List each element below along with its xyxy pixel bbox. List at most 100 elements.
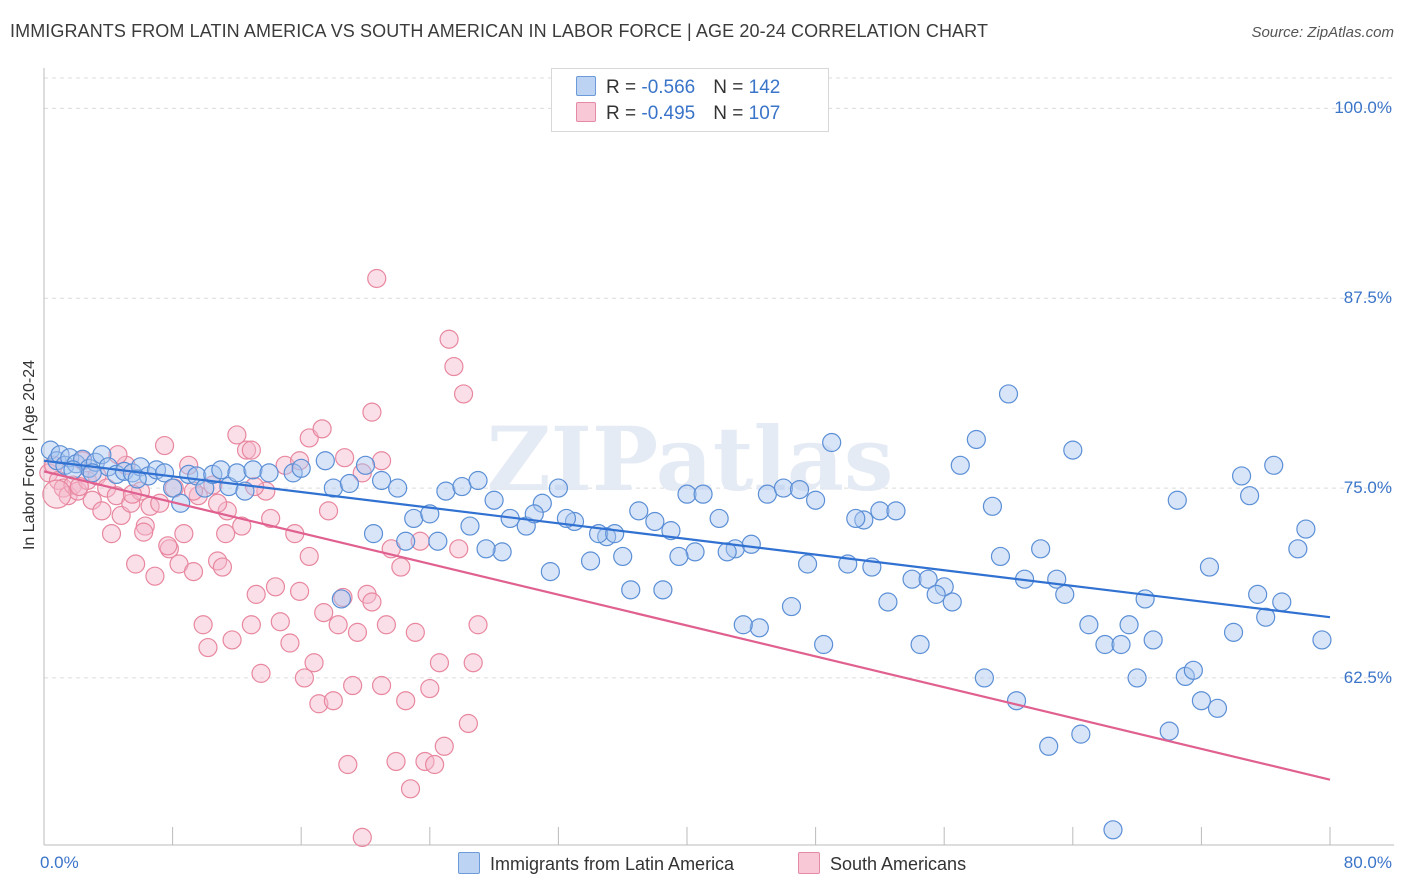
data-point bbox=[363, 524, 384, 544]
data-point bbox=[291, 458, 311, 478]
data-point bbox=[1207, 698, 1228, 718]
data-point bbox=[934, 577, 954, 597]
data-point bbox=[685, 542, 705, 562]
data-point bbox=[338, 754, 358, 775]
data-point bbox=[1031, 539, 1051, 559]
data-point bbox=[299, 546, 319, 567]
data-point bbox=[645, 511, 665, 532]
pink-swatch-icon bbox=[576, 102, 596, 122]
zipatlas-watermark: ZIPatlas bbox=[487, 407, 894, 511]
n-value-blue: 142 bbox=[748, 77, 781, 98]
data-point bbox=[429, 653, 450, 673]
data-point bbox=[1039, 736, 1059, 756]
r-value-pink: -0.495 bbox=[641, 103, 696, 124]
data-point bbox=[1256, 607, 1276, 627]
x-tick-min: 0.0% bbox=[40, 853, 79, 872]
data-point bbox=[854, 510, 874, 530]
data-point bbox=[942, 592, 962, 612]
data-point bbox=[797, 554, 818, 574]
data-point bbox=[339, 473, 360, 494]
data-point bbox=[693, 484, 713, 504]
data-point bbox=[982, 496, 1003, 516]
data-point bbox=[1248, 584, 1268, 604]
data-point bbox=[289, 451, 310, 471]
series-immigrants-latin-america bbox=[40, 384, 1332, 840]
data-point bbox=[1231, 466, 1252, 486]
data-point bbox=[126, 554, 146, 574]
data-point bbox=[227, 425, 247, 445]
data-point bbox=[886, 501, 906, 521]
data-point bbox=[158, 536, 178, 556]
data-point bbox=[468, 615, 488, 635]
data-point bbox=[436, 481, 456, 501]
data-point bbox=[362, 402, 382, 422]
data-point bbox=[453, 384, 474, 404]
chart-title: IMMIGRANTS FROM LATIN AMERICA VS SOUTH A… bbox=[10, 21, 989, 41]
data-point bbox=[246, 584, 266, 604]
data-point bbox=[653, 580, 673, 600]
data-point bbox=[318, 501, 339, 521]
trend-line-blue bbox=[43, 459, 1331, 619]
data-point bbox=[709, 508, 729, 529]
data-point bbox=[362, 592, 382, 612]
data-point bbox=[261, 508, 281, 529]
data-point bbox=[805, 490, 826, 510]
data-point bbox=[1272, 592, 1292, 612]
axes bbox=[43, 68, 1394, 846]
data-point bbox=[388, 478, 408, 498]
data-point bbox=[629, 501, 649, 521]
data-point bbox=[822, 432, 842, 453]
data-point bbox=[449, 539, 469, 559]
data-point bbox=[163, 478, 183, 498]
y-tick-label: 100.0% bbox=[1334, 98, 1392, 118]
x-tick-max: 80.0% bbox=[1343, 853, 1392, 872]
data-point bbox=[1240, 486, 1260, 506]
data-point bbox=[460, 516, 480, 536]
data-point bbox=[386, 751, 406, 772]
data-point bbox=[814, 634, 834, 655]
data-point bbox=[1103, 820, 1123, 840]
data-point bbox=[661, 521, 681, 541]
data-point bbox=[331, 589, 351, 609]
data-point bbox=[236, 440, 257, 460]
data-point bbox=[1055, 584, 1075, 604]
data-point bbox=[40, 440, 61, 460]
data-point bbox=[439, 329, 459, 349]
data-point bbox=[1135, 589, 1155, 609]
data-point bbox=[343, 675, 363, 696]
data-point bbox=[452, 476, 472, 497]
data-point bbox=[1288, 539, 1308, 559]
data-point bbox=[463, 653, 483, 673]
data-point bbox=[208, 493, 228, 513]
y-tick-label: 87.5% bbox=[1343, 288, 1392, 308]
data-point bbox=[757, 484, 777, 504]
data-point bbox=[749, 618, 769, 638]
data-point bbox=[280, 633, 300, 653]
data-point bbox=[613, 546, 633, 567]
data-point bbox=[458, 713, 478, 734]
trend-line-pink bbox=[43, 470, 1331, 781]
data-point bbox=[669, 546, 689, 567]
data-point bbox=[243, 460, 263, 480]
data-point bbox=[621, 580, 641, 600]
pink-swatch-icon bbox=[798, 852, 820, 874]
data-point bbox=[371, 675, 392, 696]
data-point bbox=[270, 612, 290, 632]
data-point bbox=[1127, 668, 1147, 688]
blue-swatch-icon bbox=[576, 76, 596, 96]
data-point bbox=[211, 460, 231, 480]
data-point bbox=[328, 615, 348, 635]
data-point bbox=[371, 470, 392, 491]
data-point bbox=[174, 524, 194, 544]
data-point bbox=[222, 630, 242, 650]
legend-item-south-americans: South Americans bbox=[798, 852, 966, 875]
data-point bbox=[154, 435, 175, 456]
data-point bbox=[309, 694, 329, 714]
data-point bbox=[198, 637, 218, 658]
data-point bbox=[265, 577, 286, 597]
data-point bbox=[92, 501, 112, 521]
data-point bbox=[241, 615, 261, 635]
data-point bbox=[878, 592, 898, 612]
data-point bbox=[974, 668, 994, 688]
data-point bbox=[733, 615, 753, 635]
